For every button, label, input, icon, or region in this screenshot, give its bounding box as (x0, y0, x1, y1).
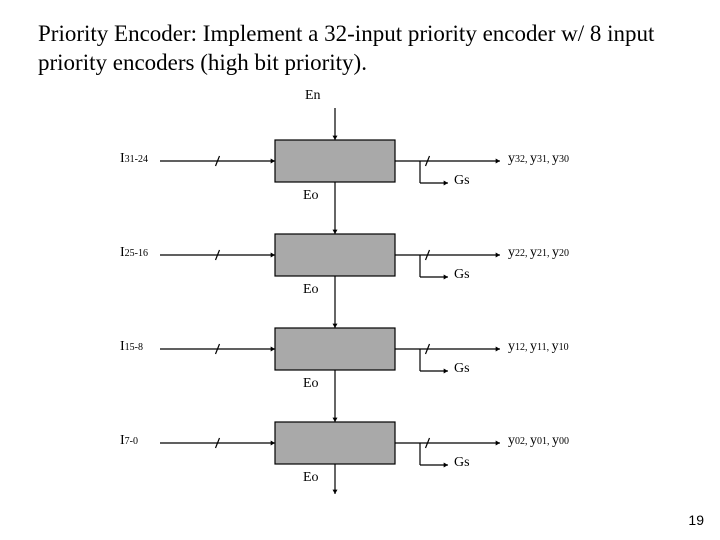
eo-label-0: Eo (303, 188, 319, 204)
input-label-3: I7-0 (120, 433, 138, 449)
eo-label-1: Eo (303, 282, 319, 298)
output-label-2: y12, y11, y10 (508, 339, 569, 355)
output-label-3: y02, y01, y00 (508, 433, 569, 449)
output-label-1: y22, y21, y20 (508, 245, 569, 261)
eo-label-3: Eo (303, 470, 319, 486)
gs-label-0: Gs (454, 173, 470, 189)
input-label-1: I25-16 (120, 245, 148, 261)
gs-label-1: Gs (454, 267, 470, 283)
input-label-2: I15-8 (120, 339, 143, 355)
gs-label-2: Gs (454, 361, 470, 377)
gs-label-3: Gs (454, 455, 470, 471)
input-label-0: I31-24 (120, 151, 148, 167)
priority-encoder-diagram (0, 0, 720, 540)
en-label: En (305, 88, 321, 104)
output-label-0: y32, y31, y30 (508, 151, 569, 167)
eo-label-2: Eo (303, 376, 319, 392)
